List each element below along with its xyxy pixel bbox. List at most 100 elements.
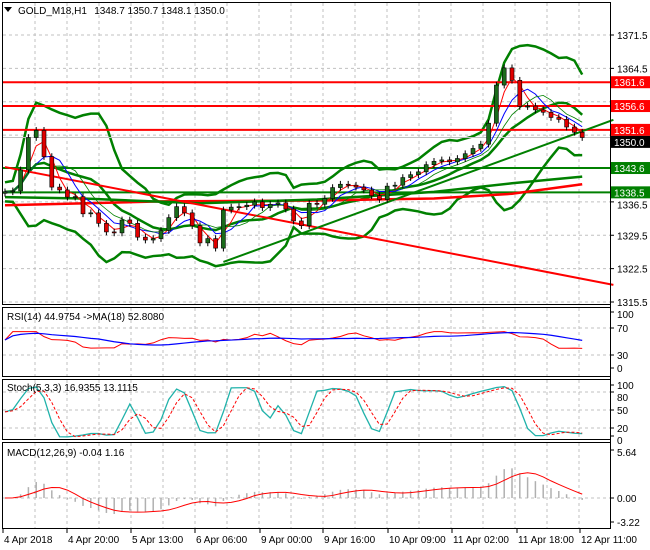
candle <box>166 217 172 231</box>
price-tick-label: 1322.5 <box>617 265 648 276</box>
price-label-box <box>611 100 650 113</box>
candle <box>18 169 23 192</box>
candle <box>213 238 218 249</box>
candle <box>275 202 281 205</box>
indicator-tick-label: 50 <box>617 406 629 417</box>
indicator-tick-label: 0 <box>617 436 623 447</box>
candle <box>228 206 234 211</box>
candle <box>299 220 304 227</box>
candle <box>369 189 374 196</box>
candle <box>80 196 86 215</box>
time-tick-label: 9 Apr 00:00 <box>261 535 313 546</box>
indicator-tick-label: 70 <box>617 324 629 335</box>
candle <box>135 223 140 238</box>
price-label-box <box>611 76 650 89</box>
candle <box>439 159 445 162</box>
candle <box>314 203 320 205</box>
candle <box>501 67 507 86</box>
candle <box>330 187 335 199</box>
indicator-tick-label: 5.64 <box>617 448 637 459</box>
candle <box>158 230 164 239</box>
candle <box>143 236 148 241</box>
stoch-d-line <box>4 387 583 438</box>
candle <box>579 131 585 138</box>
candle <box>244 204 250 207</box>
candle <box>189 212 195 227</box>
indicator-tick-label: 100 <box>617 381 634 392</box>
macd-signal-line <box>4 472 583 513</box>
price-tick-label: 1329.5 <box>617 231 648 242</box>
candle <box>345 183 351 186</box>
candle <box>486 122 491 145</box>
candle <box>26 137 31 171</box>
indicator-tick-label: 80 <box>617 393 629 404</box>
indicator-tick-label: 0.00 <box>617 494 637 505</box>
candle <box>478 143 484 149</box>
ohlc-readout: 1348.7 1350.7 1348.1 1350.0 <box>94 6 225 17</box>
candle <box>416 171 421 176</box>
candle <box>556 117 562 120</box>
price-label: 1361.6 <box>614 78 645 89</box>
candle <box>431 161 437 165</box>
candle <box>408 174 413 178</box>
indicator-tick-label: 0 <box>617 364 623 375</box>
candle <box>119 219 125 234</box>
bollinger-lower-band <box>4 146 583 268</box>
price-label-box <box>611 123 650 136</box>
collapse-triangle-icon[interactable] <box>4 7 12 12</box>
candle <box>33 130 39 138</box>
candle <box>104 223 109 233</box>
candle <box>462 153 468 159</box>
price-label: 1356.6 <box>614 102 645 113</box>
price-tick-label: 1371.5 <box>617 31 648 42</box>
price-tick-label: 1364.5 <box>617 64 648 75</box>
chart-header: GOLD_M18,H1 1348.7 1350.7 1348.1 1350.0 <box>18 6 225 17</box>
candle <box>525 105 530 108</box>
candle <box>540 109 546 113</box>
candle <box>384 185 390 200</box>
candle <box>353 184 359 188</box>
time-tick-label: 11 Apr 02:00 <box>453 535 509 546</box>
candle <box>494 84 499 124</box>
candle <box>455 158 460 163</box>
candle <box>447 159 452 163</box>
candle <box>306 203 312 227</box>
candle <box>221 209 226 249</box>
rsi-header: RSI(14) 44.9754 ->MA(18) 52.8080 <box>7 312 164 323</box>
candle <box>291 208 296 222</box>
time-tick-label: 10 Apr 09:00 <box>389 535 446 546</box>
candle <box>517 79 523 107</box>
rsi-line <box>4 331 583 349</box>
time-tick-label: 12 Apr 11:00 <box>581 535 637 546</box>
candle <box>65 189 70 198</box>
candle <box>548 111 554 118</box>
bollinger-upper-band <box>4 43 584 207</box>
candle <box>470 148 476 155</box>
candle <box>2 191 8 194</box>
candle <box>509 67 515 81</box>
indicator-tick-label: 30 <box>617 351 629 362</box>
rsi-ma-line <box>4 331 583 346</box>
candle <box>361 186 367 191</box>
candle <box>423 164 429 173</box>
price-tick-label: 1315.5 <box>617 298 648 309</box>
stoch-k-line <box>4 385 583 438</box>
candle <box>260 201 265 208</box>
time-tick-label: 11 Apr 18:00 <box>518 535 574 546</box>
price-label-box <box>611 135 650 148</box>
candle <box>72 196 78 198</box>
candle <box>127 219 133 224</box>
price-label: 1338.5 <box>614 188 645 199</box>
price-label: 1351.6 <box>614 126 645 137</box>
candle <box>10 190 16 193</box>
candle <box>41 130 47 157</box>
candle <box>111 231 117 234</box>
indicator-tick-label: 100 <box>617 310 634 321</box>
price-label-box <box>611 186 650 199</box>
slow-moving-average <box>4 182 583 207</box>
candle <box>322 198 328 205</box>
candle <box>564 119 569 128</box>
time-tick-label: 5 Apr 13:00 <box>132 535 184 546</box>
time-tick-label: 9 Apr 16:00 <box>324 535 376 546</box>
